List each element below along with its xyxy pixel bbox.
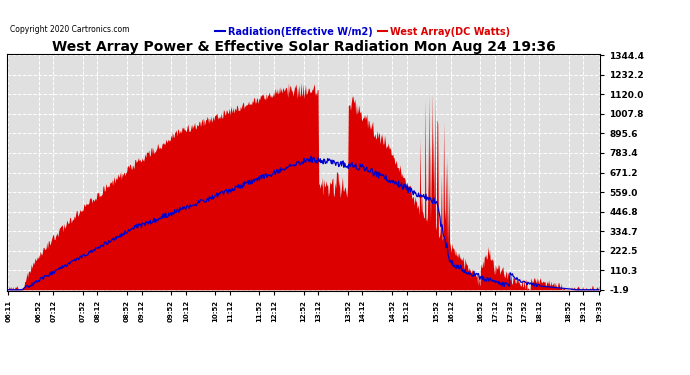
Text: Copyright 2020 Cartronics.com: Copyright 2020 Cartronics.com [10,25,130,34]
Title: West Array Power & Effective Solar Radiation Mon Aug 24 19:36: West Array Power & Effective Solar Radia… [52,40,555,54]
Legend: Radiation(Effective W/m2), West Array(DC Watts): Radiation(Effective W/m2), West Array(DC… [212,22,514,40]
